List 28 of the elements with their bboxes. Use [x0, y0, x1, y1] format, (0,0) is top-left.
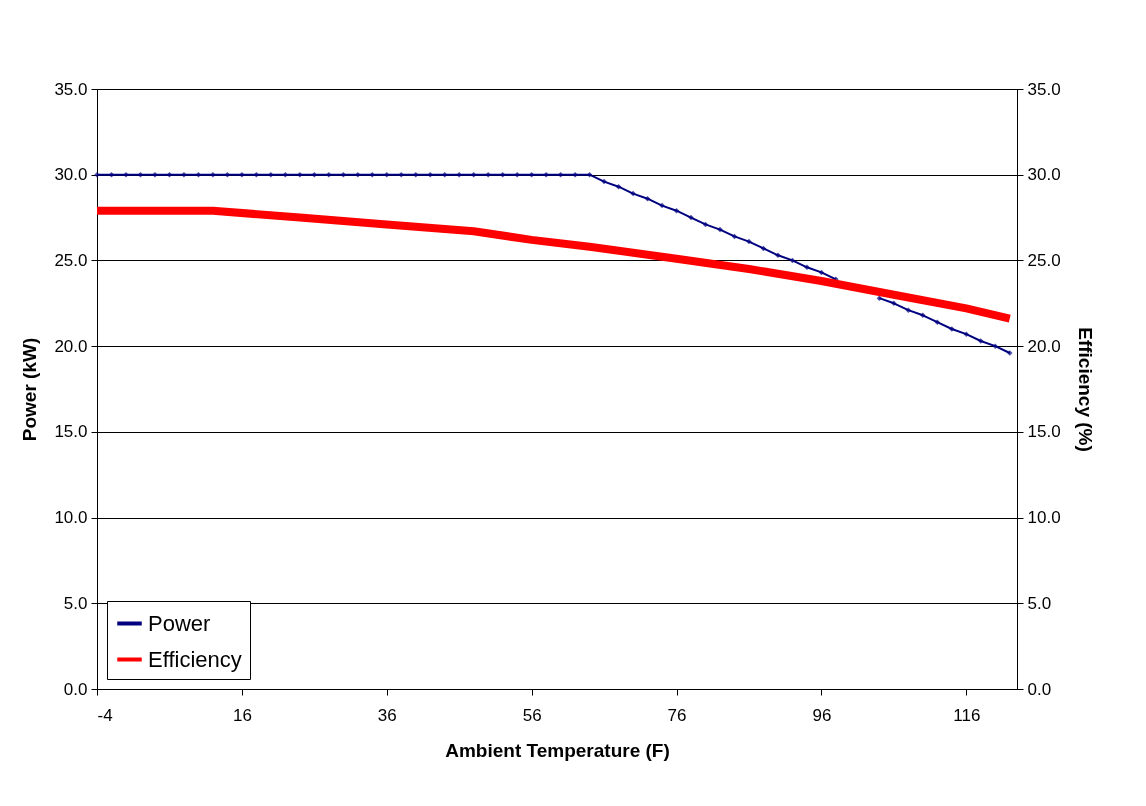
- y2-tick-label: 5.0: [1027, 593, 1052, 613]
- legend-label: Power: [148, 610, 211, 636]
- x-tick-label: 116: [953, 705, 981, 725]
- y2-axis-title: Efficiency (%): [1074, 327, 1096, 452]
- y2-tick-label: 30.0: [1027, 165, 1061, 185]
- y-tick-label: 35.0: [54, 79, 88, 99]
- y2-tick-label: 25.0: [1027, 250, 1061, 270]
- legend-label: Efficiency: [148, 646, 242, 672]
- y2-tick-label: 35.0: [1027, 79, 1061, 99]
- y2-tick-label: 10.0: [1027, 508, 1061, 528]
- x-tick-label: -4: [97, 705, 113, 725]
- y-tick-label: 30.0: [54, 165, 88, 185]
- y2-tick-label: 15.0: [1027, 422, 1061, 442]
- x-tick-label: 96: [812, 705, 832, 725]
- y-tick-label: 5.0: [63, 593, 88, 613]
- x-tick-label: 36: [377, 705, 397, 725]
- x-axis-title: Ambient Temperature (F): [445, 739, 670, 761]
- x-tick-label: 56: [522, 705, 542, 725]
- y-tick-label: 20.0: [54, 336, 88, 356]
- y-tick-label: 10.0: [54, 508, 88, 528]
- y2-tick-label: 0.0: [1027, 679, 1052, 699]
- x-tick-label: 16: [232, 705, 252, 725]
- y-tick-label: 0.0: [63, 679, 88, 699]
- y-axis-title: Power (kW): [19, 337, 41, 442]
- y-tick-label: 25.0: [54, 250, 88, 270]
- y-tick-label: 15.0: [54, 422, 88, 442]
- y2-tick-label: 20.0: [1027, 336, 1061, 356]
- x-tick-label: 76: [667, 705, 687, 725]
